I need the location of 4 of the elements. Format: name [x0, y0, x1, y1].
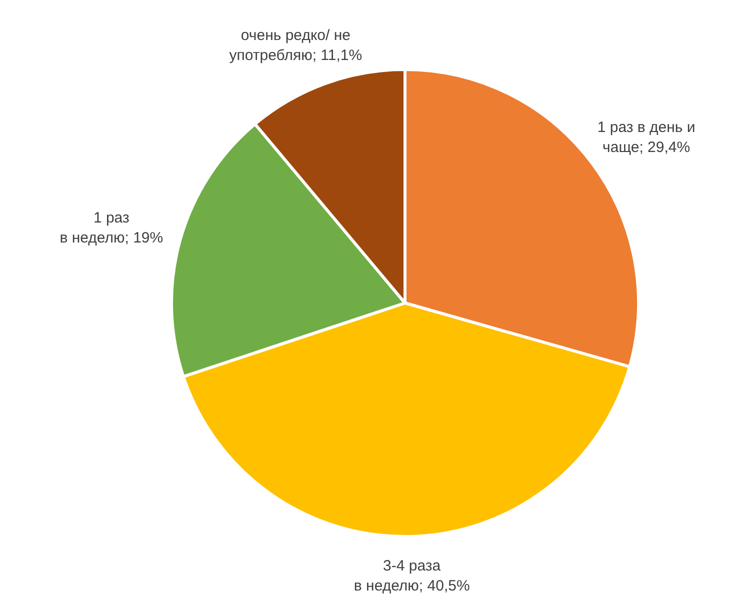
slice-label: очень редко/ не употребляю; 11,1% — [229, 27, 362, 64]
slice-label: 1 раз в день и чаще; 29,4% — [597, 119, 696, 156]
slice-label: 3-4 раза в неделю; 40,5% — [354, 558, 470, 595]
slice-label: 1 раз в неделю; 19% — [60, 209, 164, 246]
